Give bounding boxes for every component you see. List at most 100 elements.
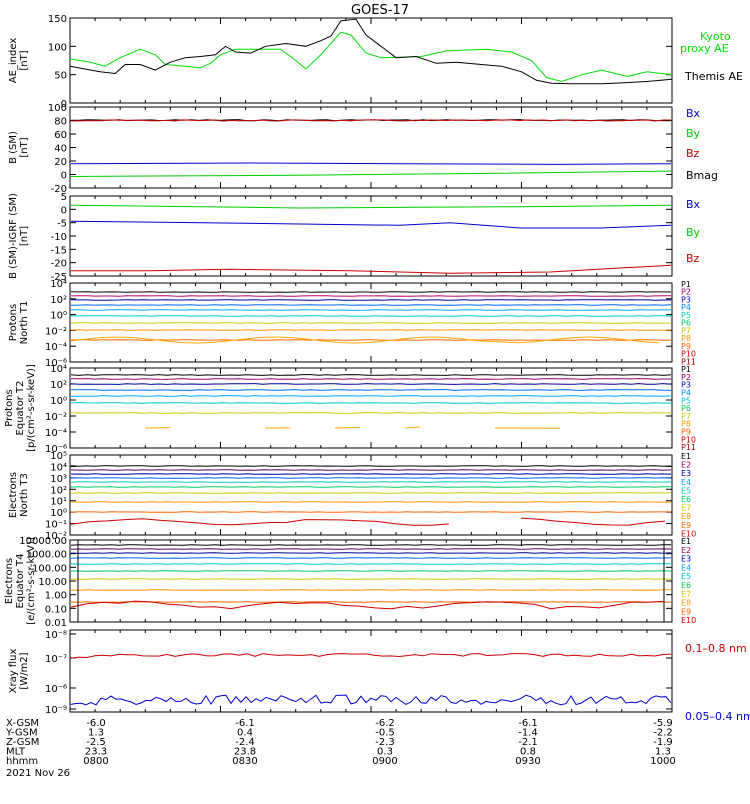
y-tick-label-6: 10³ <box>50 474 67 485</box>
y-tick-label-6: 10⁴ <box>50 462 67 473</box>
xaxis-value: 0800 <box>83 756 108 767</box>
y-tick-label-4: 10⁰ <box>50 311 67 322</box>
y-tick-label-6: 10⁵ <box>50 451 67 462</box>
legend-entry-7: E3 <box>681 555 691 564</box>
electron-t4-line <box>71 558 671 559</box>
y-tick-label-5: 10⁴ <box>50 364 67 375</box>
proton-t1-line <box>71 316 671 317</box>
legend-entry-5: P11 <box>681 443 696 452</box>
y-tick-label-5: 10⁻² <box>45 412 67 423</box>
xray-long-line <box>71 654 671 659</box>
xaxis-value: 0830 <box>232 756 257 767</box>
y-axis-label-4: North T1 <box>19 301 30 345</box>
y-tick-label-5: 10⁻⁴ <box>45 428 67 439</box>
y-axis-label-2: [nT] <box>19 137 30 157</box>
y-tick-label-8: 10⁻⁶ <box>45 684 67 695</box>
ae-kyoto-line <box>70 32 672 81</box>
y-tick-label-2: 40 <box>54 144 67 155</box>
legend-entry-7: E6 <box>681 581 691 590</box>
proton-t2-line <box>71 413 671 414</box>
xaxis-value: 0900 <box>372 756 397 767</box>
panel-frame-5 <box>70 368 672 448</box>
electron-t4-line <box>71 564 671 565</box>
proton-t1-line <box>71 305 671 306</box>
panel-frame-8 <box>70 630 672 712</box>
y-tick-label-6: 10⁻¹ <box>45 520 67 531</box>
legend-entry-7: E8 <box>681 599 691 608</box>
y-axis-label-3: [nT] <box>19 226 30 246</box>
y-tick-label-7: 0.10 <box>45 604 67 615</box>
y-tick-label-7: 100.00 <box>32 563 67 574</box>
y-tick-label-3: -15 <box>51 245 67 256</box>
y-tick-label-3: -5 <box>57 219 67 230</box>
legend-bx: Bx <box>686 107 701 120</box>
legend-by: By <box>686 127 701 140</box>
legend-dby: By <box>686 226 701 239</box>
y-tick-label-2: 0 <box>61 171 67 182</box>
y-tick-label-5: 10² <box>50 380 67 391</box>
legend-themis: Themis AE <box>684 70 743 83</box>
legend-entry-7: E7 <box>681 590 691 599</box>
proton-t1-line <box>71 310 671 311</box>
y-tick-label-4: 10⁴ <box>50 279 67 290</box>
dby-line <box>71 205 671 208</box>
y-tick-label-6: 10¹ <box>50 497 67 508</box>
xaxis-value: 0930 <box>515 756 540 767</box>
proton-t2-line <box>71 384 671 385</box>
y-axis-label-8: [W/m2] <box>19 652 30 689</box>
y-tick-label-8: 10⁻⁷ <box>45 654 67 665</box>
legend-entry-7: E10 <box>681 616 696 625</box>
y-axis-label-6: North T3 <box>19 473 30 517</box>
y-tick-label-4: 10⁻² <box>45 326 67 337</box>
legend-entry-7: E2 <box>681 546 691 555</box>
electron-t3-line <box>71 502 671 503</box>
y-tick-label-8: 10⁻⁹ <box>45 705 67 716</box>
proton-t1-line <box>71 292 671 293</box>
y-tick-label-8: 10⁻⁸ <box>45 630 67 641</box>
electron-t4-line <box>71 553 671 554</box>
legend-dbz: Bz <box>686 252 700 265</box>
y-tick-label-6: 10⁰ <box>50 508 67 519</box>
y-tick-label-6: 10² <box>50 485 67 496</box>
y-axis-label-7: Equator T4 <box>15 554 26 609</box>
proton-t2-line <box>71 403 671 404</box>
legend-xray-short: 0.05–0.4 nm <box>685 710 750 723</box>
by-line <box>71 171 671 176</box>
y-axis-label-7: [e/(cm²-s-sr-keV)] <box>26 537 37 625</box>
y-tick-label-1: 50 <box>54 71 67 82</box>
y-axis-label-5: [p/(cm²-s-sr-keV)] <box>26 364 37 452</box>
y-axis-label-5: Protons <box>4 389 15 426</box>
legend-entry-7: E5 <box>681 572 691 581</box>
y-tick-label-2: 60 <box>54 130 67 141</box>
y-axis-label-4: Protons <box>8 304 19 341</box>
electron-t3-e9 <box>71 519 449 525</box>
proton-t1-line <box>71 296 671 297</box>
legend-kyoto: proxy AE <box>680 42 729 55</box>
y-tick-label-4: 10² <box>50 295 67 306</box>
proton-t2-p9 <box>405 427 420 428</box>
proton-t1-line <box>71 330 671 331</box>
y-axis-label-2: B (SM) <box>8 131 19 164</box>
panel-frame-1 <box>70 18 672 103</box>
proton-t2-line <box>71 379 671 380</box>
y-tick-label-3: 5 <box>61 192 67 203</box>
bx-line <box>71 163 671 164</box>
dbx-line <box>71 221 671 228</box>
y-tick-label-1: 150 <box>48 14 67 25</box>
y-tick-label-3: -10 <box>51 232 67 243</box>
y-tick-label-7: 0.01 <box>45 618 67 629</box>
y-tick-label-4: 10⁻⁴ <box>45 342 67 353</box>
legend-dbx: Bx <box>686 198 701 211</box>
y-tick-label-2: 80 <box>54 117 67 128</box>
plot-title: GOES-17 <box>351 3 409 18</box>
electron-t3-line <box>71 493 671 494</box>
y-axis-label-7: Electrons <box>4 558 15 604</box>
y-axis-label-1: AE_index <box>8 38 19 84</box>
proton-t1-line <box>71 323 671 324</box>
legend-bz: Bz <box>686 147 700 160</box>
electron-t3-line <box>71 478 671 479</box>
electron-t4-line <box>71 545 671 546</box>
xaxis-row-label: hhmm <box>6 756 38 767</box>
legend-bmag: Bmag <box>686 169 718 182</box>
